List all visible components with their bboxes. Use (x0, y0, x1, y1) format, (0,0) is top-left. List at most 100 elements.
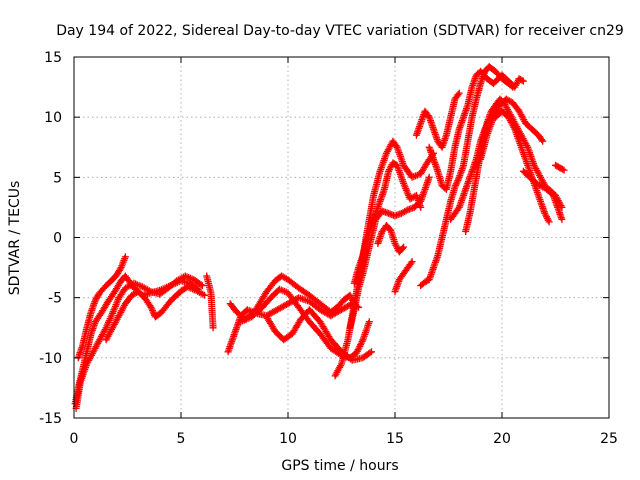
data-point (154, 315, 157, 319)
data-point (432, 128, 435, 131)
data-point (513, 121, 517, 125)
data-point (402, 245, 405, 249)
data-point (547, 188, 551, 191)
data-point (104, 338, 108, 341)
data-point (85, 326, 89, 329)
data-point (383, 188, 386, 191)
data-point (365, 236, 369, 239)
data-point (94, 298, 97, 302)
data-point (402, 272, 405, 275)
data-point (453, 212, 457, 215)
data-point (370, 236, 373, 239)
data-point (440, 146, 444, 149)
data-point (520, 134, 523, 137)
data-points (71, 63, 568, 412)
x-tick-label: 20 (493, 431, 511, 447)
data-point (175, 279, 178, 283)
data-point (530, 128, 534, 131)
data-point (517, 109, 521, 113)
data-point (537, 134, 540, 137)
data-point (89, 310, 93, 314)
data-point (483, 70, 487, 73)
data-point (425, 161, 429, 165)
data-point (428, 176, 431, 179)
data-point (466, 140, 469, 143)
data-point (117, 296, 121, 299)
data-point (419, 172, 422, 175)
data-point (432, 158, 435, 161)
data-point (511, 101, 514, 104)
data-point (385, 224, 388, 227)
data-point (391, 140, 395, 143)
data-point (353, 282, 356, 285)
marker-trail (391, 258, 416, 296)
data-point (361, 338, 365, 341)
y-tick-label: 15 (44, 50, 62, 66)
data-point (398, 250, 401, 254)
y-tick-label: 5 (53, 170, 62, 186)
data-point (141, 285, 144, 289)
data-point (119, 266, 123, 269)
data-point (389, 229, 392, 232)
data-point (470, 170, 474, 173)
x-tick-label: 5 (177, 431, 186, 447)
data-point (453, 146, 457, 149)
data-point (355, 351, 358, 355)
data-point (318, 332, 322, 335)
data-point (376, 242, 380, 245)
data-point (428, 278, 431, 281)
data-point (286, 302, 290, 305)
data-point (547, 220, 551, 224)
data-point (415, 134, 418, 137)
data-point (380, 209, 384, 213)
data-point (462, 115, 465, 119)
data-point (250, 315, 253, 319)
data-point (391, 161, 395, 165)
data-point (402, 182, 405, 185)
data-point (246, 308, 249, 311)
series-track-k (346, 173, 433, 332)
data-point (436, 170, 439, 173)
data-point (400, 212, 403, 215)
data-point (526, 146, 529, 149)
data-point (393, 214, 397, 218)
x-tick-label: 0 (70, 431, 79, 447)
data-point (445, 218, 448, 221)
data-point (522, 170, 525, 173)
data-point (132, 282, 136, 285)
data-point (453, 185, 457, 189)
data-point (117, 314, 121, 317)
data-point (415, 194, 418, 197)
data-point (532, 164, 536, 167)
y-tick-label: -5 (48, 291, 62, 307)
data-point (346, 338, 350, 341)
data-point (85, 350, 89, 354)
data-point (261, 306, 264, 309)
data-point (507, 109, 510, 113)
series-track-m (374, 222, 408, 256)
data-point (124, 302, 127, 305)
data-point (475, 97, 478, 101)
series-track-s (462, 95, 566, 235)
data-point (466, 182, 469, 185)
data-point (413, 206, 416, 209)
data-point (149, 290, 153, 293)
data-point (318, 320, 322, 323)
data-point (229, 302, 232, 305)
data-point (111, 278, 114, 281)
data-point (378, 170, 382, 173)
data-point (462, 194, 465, 197)
data-point (410, 260, 414, 263)
data-point (445, 188, 448, 191)
data-point (524, 121, 527, 125)
data-point (541, 140, 544, 143)
data-point (395, 164, 399, 167)
marker-trail (374, 222, 408, 256)
data-point (81, 344, 84, 347)
data-point (299, 318, 303, 321)
data-point (329, 347, 332, 350)
data-point (166, 286, 170, 290)
data-point (361, 272, 365, 275)
data-point (453, 97, 457, 101)
data-point (235, 326, 238, 329)
